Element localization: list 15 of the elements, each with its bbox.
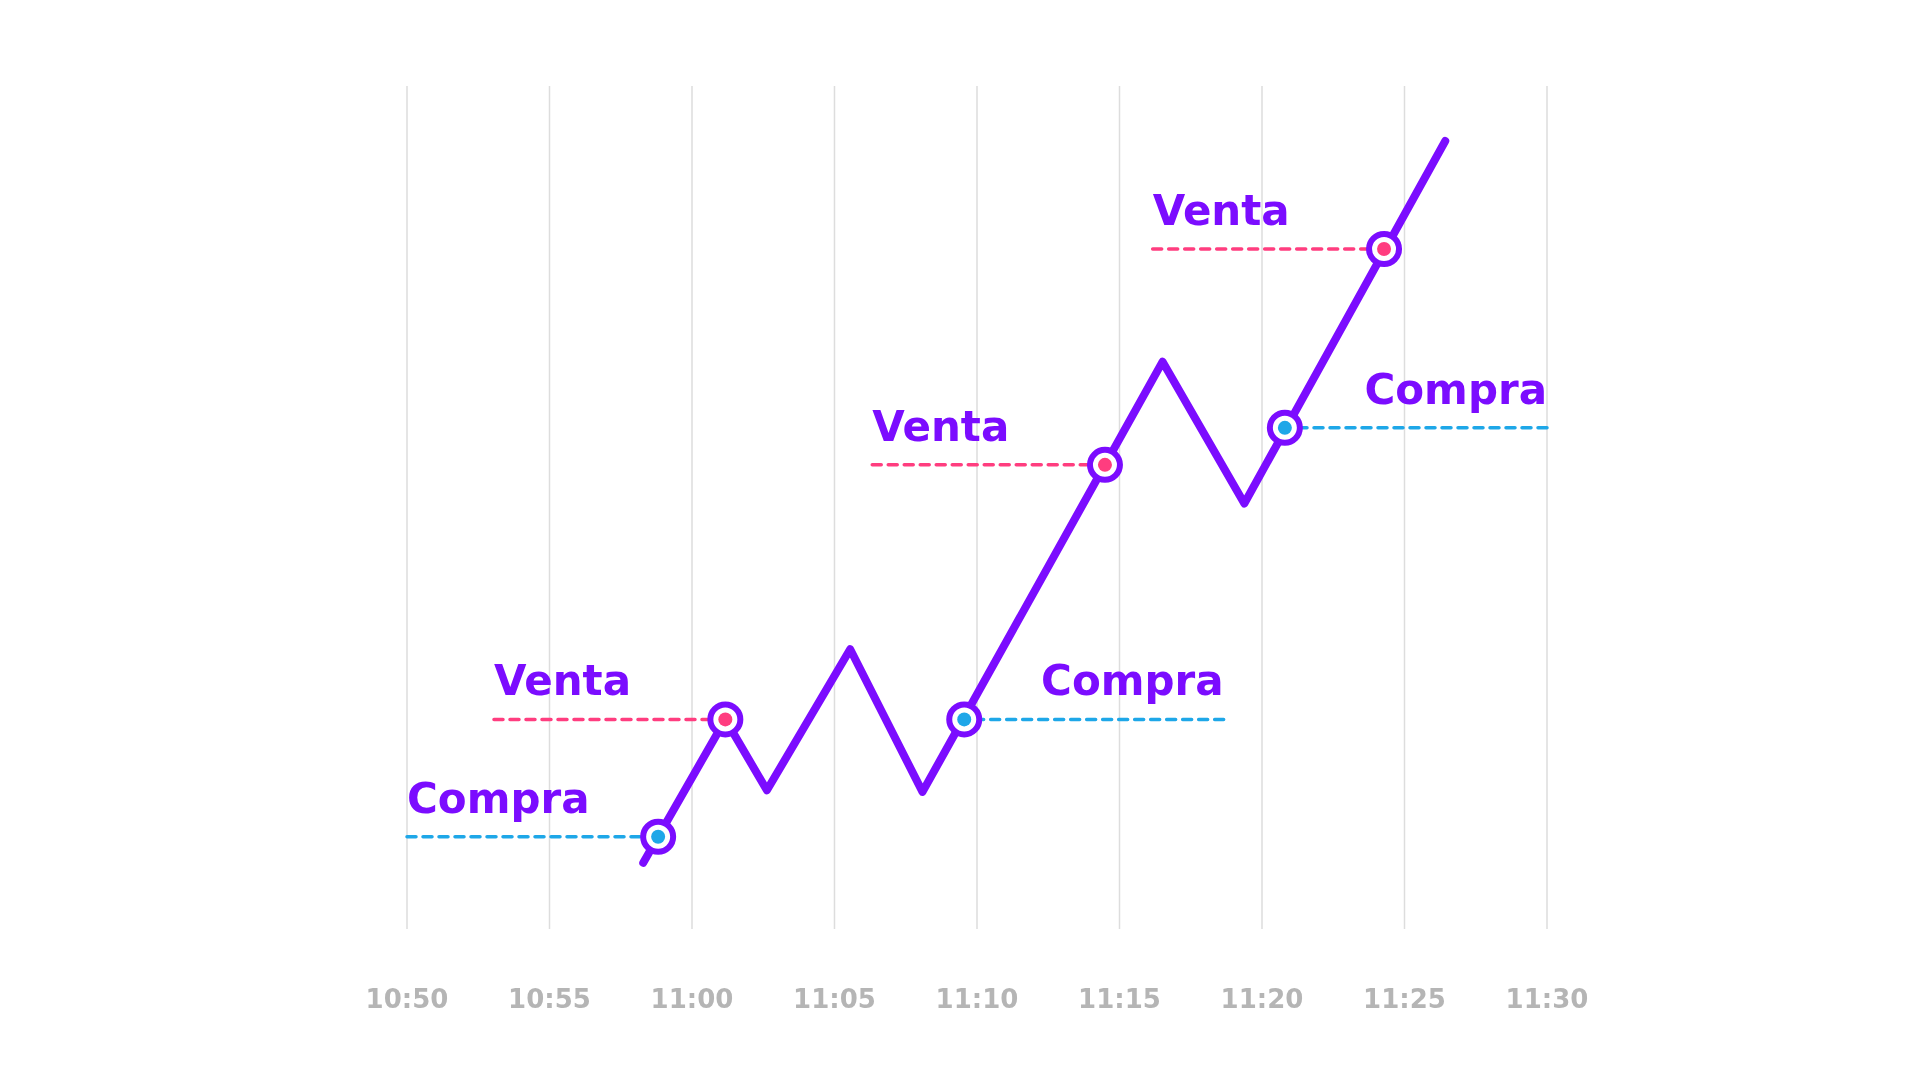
x-tick-label: 11:10 xyxy=(935,984,1019,1014)
x-tick-label: 11:25 xyxy=(1363,984,1446,1014)
x-tick-label: 11:15 xyxy=(1078,984,1161,1014)
series-label: Compra xyxy=(1041,656,1224,706)
series-label: Venta xyxy=(872,401,1010,451)
x-tick-label: 11:00 xyxy=(650,984,734,1014)
series-label: Compra xyxy=(1364,364,1547,414)
x-tick-label: 11:05 xyxy=(793,984,876,1014)
series-label: Venta xyxy=(493,656,631,706)
x-tick-label: 10:50 xyxy=(365,984,449,1014)
x-tick-label: 11:20 xyxy=(1220,984,1304,1014)
series-label: Compra xyxy=(407,773,590,823)
x-tick-label: 11:30 xyxy=(1505,984,1589,1014)
x-tick-label: 10:55 xyxy=(508,984,591,1014)
series-label: Venta xyxy=(1152,185,1290,235)
